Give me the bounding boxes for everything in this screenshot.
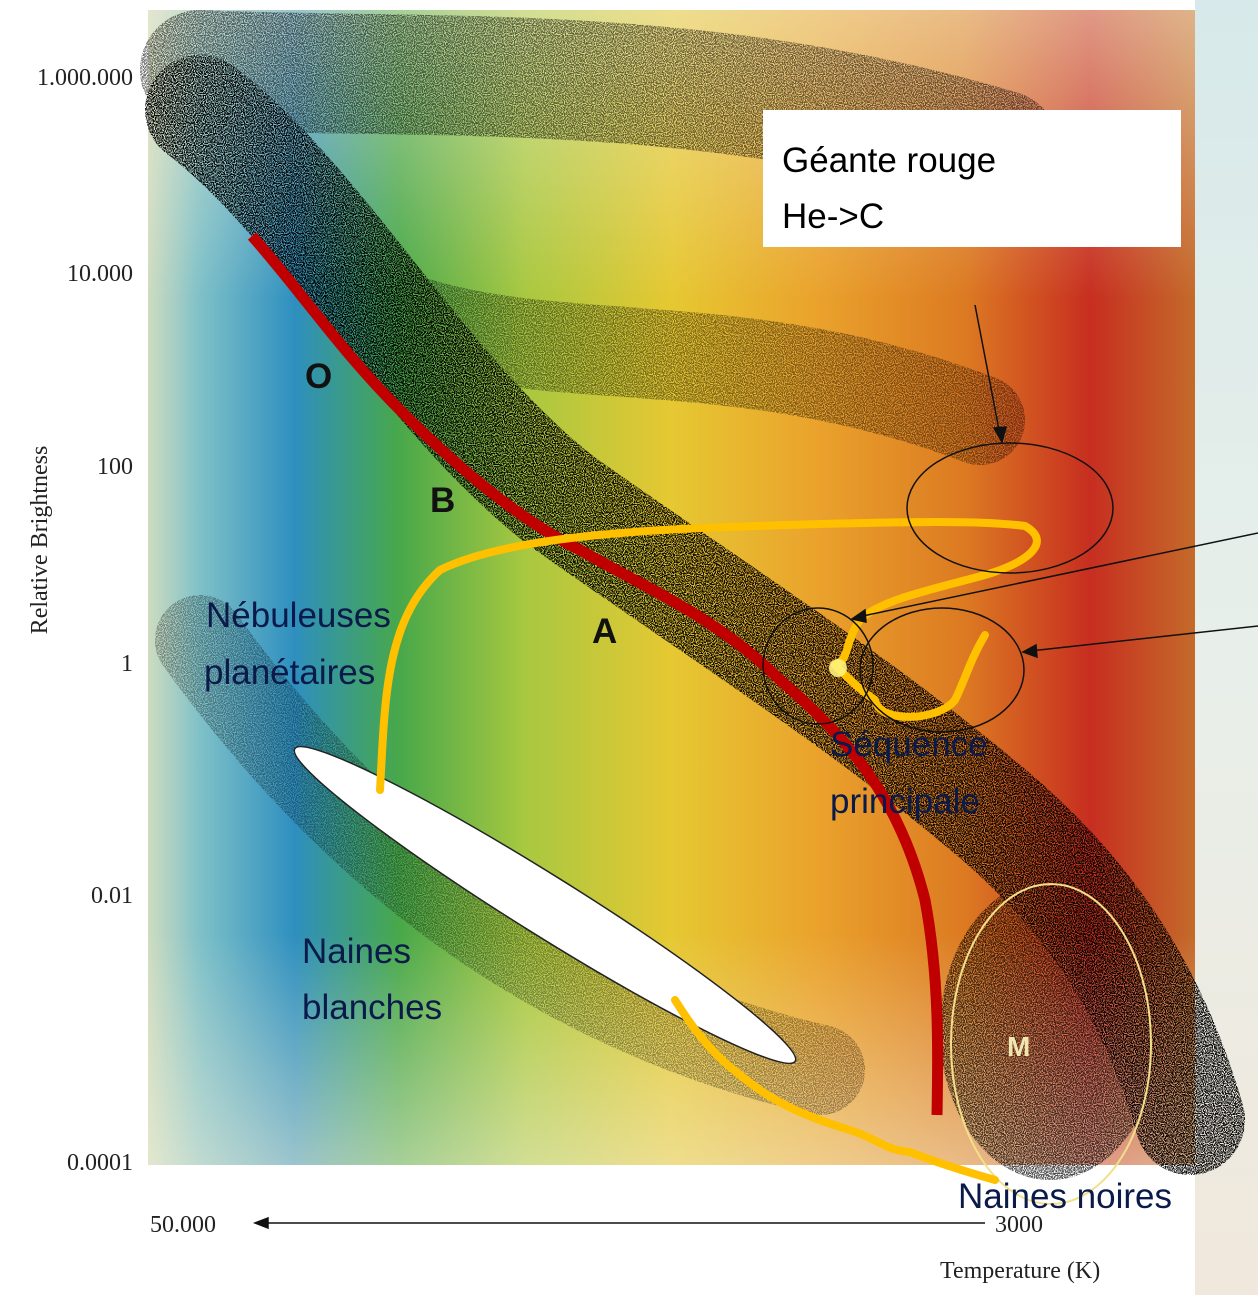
arrow-red-giant: [974, 304, 1001, 436]
y-tick-1000000: 1.000.000: [37, 65, 133, 91]
white-dwarfs-label-line1: Naines: [302, 932, 411, 971]
red-giant-ellipse: [906, 442, 1114, 574]
x-axis-label: Temperature (K): [940, 1258, 1100, 1284]
main-sequence-label-line1: Séquence: [830, 725, 988, 764]
nebula-label-line2: planétaires: [204, 653, 375, 692]
red-giant-label-box: [763, 110, 1181, 247]
temperature-axis-arrowhead: [252, 1216, 269, 1230]
black-dwarfs-label: Naines noires: [958, 1177, 1172, 1216]
class-o-label: O: [305, 357, 332, 396]
arrow-helium-flash: [857, 532, 1258, 618]
red-giant-label-line1: Géante rouge: [782, 141, 996, 180]
main-sequence-line: [247, 232, 944, 1116]
y-tick-0-01: 0.01: [91, 883, 133, 909]
white-dwarfs-label-line2: blanches: [302, 988, 442, 1027]
black-dwarf-track: [671, 996, 999, 1184]
subgiant-ellipse-right: [859, 607, 1025, 733]
class-m-label: M: [1007, 1031, 1030, 1062]
arrowhead-helium-flash: [850, 608, 867, 623]
subgiant-ellipse-left: [762, 607, 874, 725]
side-panel: [1195, 0, 1258, 1295]
evolution-track: [376, 518, 1041, 794]
sun-marker: [829, 659, 847, 677]
y-tick-10000: 10.000: [67, 261, 133, 287]
y-tick-100: 100: [97, 454, 133, 480]
arrowhead-second-circle: [1021, 643, 1038, 659]
class-b-label: B: [430, 481, 455, 520]
red-giant-label-line2: He->C: [782, 197, 884, 236]
arrowhead-red-giant: [992, 426, 1007, 444]
y-axis-label: Relative Brightness: [27, 446, 53, 635]
arrow-second-circle: [1029, 625, 1258, 652]
y-tick-1: 1: [121, 651, 133, 677]
main-sequence-label-line2: principale: [830, 782, 980, 821]
x-label-right: 3000: [995, 1212, 1043, 1238]
x-label-left: 50.000: [150, 1212, 216, 1238]
nebula-label-line1: Nébuleuses: [206, 596, 391, 635]
class-a-label: A: [592, 612, 617, 651]
white-dwarf-ellipse: [293, 745, 797, 1065]
y-tick-0-0001: 0.0001: [67, 1150, 133, 1176]
m-class-ellipse: [950, 883, 1152, 1205]
